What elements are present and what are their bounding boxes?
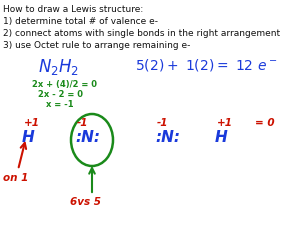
Text: 2) connect atoms with single bonds in the right arrangement: 2) connect atoms with single bonds in th… (3, 29, 280, 38)
Text: -1: -1 (157, 118, 169, 128)
Text: = 0: = 0 (255, 118, 274, 128)
Text: +1: +1 (24, 118, 40, 128)
Text: 3) use Octet rule to arrange remaining e-: 3) use Octet rule to arrange remaining e… (3, 41, 190, 50)
Text: on 1: on 1 (3, 173, 29, 183)
Text: H: H (22, 130, 35, 145)
Text: $5(2)+\ 1(2)=\ 12\ e^-$: $5(2)+\ 1(2)=\ 12\ e^-$ (135, 57, 278, 73)
Text: 1) determine total # of valence e-: 1) determine total # of valence e- (3, 17, 158, 26)
Text: 2x - 2 = 0: 2x - 2 = 0 (38, 90, 83, 99)
Text: x = -1: x = -1 (46, 100, 74, 109)
Text: $N_2H_2$: $N_2H_2$ (38, 57, 79, 77)
Text: 6vs 5: 6vs 5 (70, 197, 101, 207)
Text: H: H (215, 130, 228, 145)
Text: +1: +1 (217, 118, 233, 128)
Text: :N:: :N: (155, 130, 180, 145)
Text: -1: -1 (77, 118, 88, 128)
Text: 2x + (4)/2 = 0: 2x + (4)/2 = 0 (32, 80, 97, 89)
Text: :N:: :N: (75, 130, 100, 145)
Text: How to draw a Lewis structure:: How to draw a Lewis structure: (3, 5, 143, 14)
